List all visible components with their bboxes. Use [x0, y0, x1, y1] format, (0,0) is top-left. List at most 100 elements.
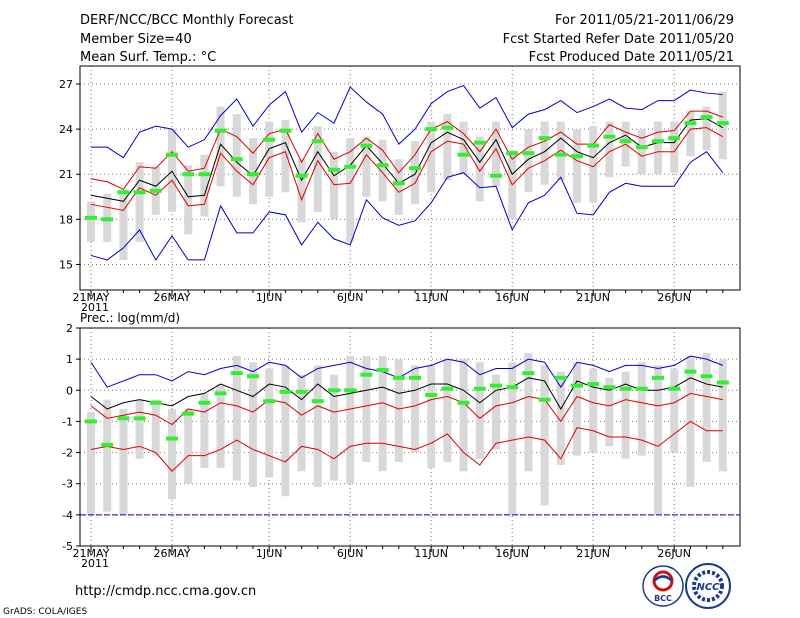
- prec-spread-box: [718, 359, 727, 472]
- prec-spread-box: [621, 371, 630, 459]
- prec-spread-box: [281, 365, 290, 497]
- footer-url: http://cmdp.ncc.cma.gov.cn: [75, 584, 256, 599]
- temp-observed-mark: [716, 121, 729, 126]
- temp-observed-mark: [457, 152, 470, 157]
- prec-spread-box: [443, 359, 452, 462]
- temp-spread-box: [119, 189, 128, 260]
- prec-ytick-label: 1: [66, 353, 73, 366]
- prec-spread-box: [216, 384, 225, 469]
- member-size-label: Member Size=40: [80, 32, 192, 47]
- temp-observed-mark: [668, 136, 681, 141]
- bcc-logo: BCC: [642, 565, 684, 607]
- prec-series-p25: [90, 420, 723, 472]
- ncc-logo-text: NCC: [696, 582, 720, 593]
- temp-observed-mark: [279, 128, 292, 133]
- prec-observed-mark: [182, 411, 195, 416]
- prec-spread-box: [524, 352, 533, 472]
- temp-spread-box: [637, 129, 646, 175]
- prec-observed-mark: [117, 416, 130, 421]
- temp-spread-box: [265, 121, 274, 197]
- prec-spread-box: [346, 356, 355, 484]
- temp-spread-box: [411, 141, 419, 205]
- prec-observed-mark: [684, 369, 697, 374]
- temp-observed-mark: [182, 172, 195, 177]
- temp-spread-box: [524, 129, 533, 193]
- temp-xtick-label: 16JUN: [495, 291, 529, 304]
- prec-spread-box: [702, 352, 711, 462]
- temp-frame: [79, 65, 741, 291]
- prec-observed-mark: [425, 392, 438, 397]
- temp-spread-box: [184, 165, 193, 235]
- prec-ytick-label: -1: [62, 415, 73, 428]
- prec-observed-mark: [376, 368, 389, 373]
- temp-spread-box: [475, 136, 484, 202]
- temp-observed-mark: [603, 134, 616, 139]
- temp-observed-mark: [392, 181, 405, 186]
- prec-spread-box: [492, 374, 500, 450]
- prec-observed-mark: [409, 375, 421, 380]
- prec-year-label: 2011: [81, 557, 109, 570]
- prec-frame: [79, 327, 741, 547]
- temp-observed-mark: [247, 172, 259, 177]
- prec-observed-mark: [571, 383, 583, 388]
- prec-xtick-label: 1JUN: [256, 547, 283, 560]
- temp-observed-mark: [149, 188, 162, 193]
- temp-series-p75: [90, 110, 723, 190]
- temp-ytick-label: 27: [59, 78, 73, 91]
- prec-spread-box: [637, 362, 646, 456]
- prec-observed-mark: [522, 371, 535, 376]
- prec-ytick-label: 2: [66, 322, 73, 335]
- prec-spread-box: [605, 377, 614, 447]
- temp-spread-box: [200, 154, 209, 217]
- prec-spread-box: [330, 374, 338, 481]
- temp-observed-mark: [571, 154, 583, 159]
- temp-spread-box: [589, 126, 598, 203]
- temp-series-max: [91, 84, 723, 159]
- temp-spread-box: [492, 121, 500, 187]
- prec-series-max: [90, 355, 723, 389]
- prec-observed-mark: [198, 400, 211, 405]
- prec-observed-mark: [101, 442, 114, 447]
- prec-observed-mark: [506, 385, 519, 390]
- prec-xtick-label: 26JUN: [657, 547, 691, 560]
- prec-spread-box: [654, 365, 662, 515]
- prec-spread-box: [394, 359, 403, 462]
- temp-series-p25: [90, 127, 724, 211]
- bcc-logo-text: BCC: [654, 594, 672, 603]
- prec-observed-mark: [441, 386, 454, 391]
- temp-spread-box: [346, 138, 355, 242]
- prec-ytick-label: -4: [62, 509, 73, 522]
- temp-observed-mark: [117, 190, 130, 195]
- prec-spread-box: [313, 365, 322, 487]
- grads-credit: GrADS: COLA/IGES: [3, 607, 87, 617]
- prec-xtick-label: 11JUN: [414, 547, 448, 560]
- temp-xtick-label: 26MAY: [154, 291, 191, 304]
- temp-spread-box: [297, 159, 306, 223]
- temp-spread-box: [540, 121, 549, 185]
- temp-spread-box: [135, 162, 144, 242]
- top-variable-label: Mean Surf. Temp.: °C: [80, 50, 216, 65]
- temp-observed-mark: [652, 139, 664, 144]
- prec-ytick-label: -5: [62, 540, 73, 553]
- prec-ytick-label: 0: [66, 384, 73, 397]
- temp-spread-box: [443, 114, 452, 181]
- prec-observed-mark: [652, 375, 664, 380]
- prec-spread-box: [151, 399, 160, 456]
- temp-spread-box: [232, 114, 241, 197]
- temp-observed-mark: [85, 215, 97, 220]
- prec-spread-box: [168, 408, 176, 500]
- temp-spread-box: [378, 139, 387, 202]
- temp-xtick-label: 6JUN: [337, 291, 364, 304]
- prec-observed-mark: [360, 372, 373, 377]
- temp-observed-mark: [635, 145, 648, 150]
- prec-series-p75: [90, 377, 723, 410]
- prec-observed-mark: [587, 382, 600, 387]
- temp-ytick-label: 18: [59, 213, 73, 226]
- forecast-period-label: For 2011/05/21-2011/06/29: [555, 13, 734, 28]
- chart-title: DERF/NCC/BCC Monthly Forecast: [80, 13, 294, 28]
- temp-observed-mark: [328, 167, 340, 172]
- temp-observed-mark: [198, 172, 211, 177]
- temp-spread-box: [605, 121, 614, 178]
- temp-spread-box: [686, 111, 695, 157]
